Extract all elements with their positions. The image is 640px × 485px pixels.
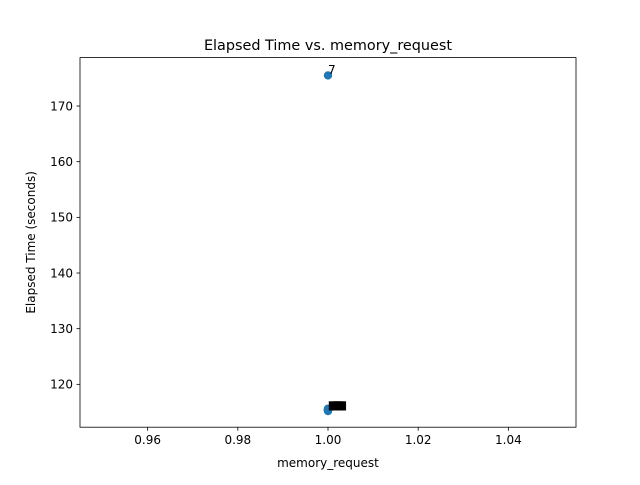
x-tick-label: 1.04	[495, 433, 522, 447]
y-tick-label: 150	[50, 211, 73, 225]
x-axis-label: memory_request	[277, 456, 379, 470]
x-tick-label: 0.98	[224, 433, 251, 447]
annotation-marker: ■	[336, 398, 347, 412]
y-tick-label: 170	[50, 99, 73, 113]
data-point	[323, 404, 333, 414]
data-point-label: 7	[328, 63, 336, 77]
x-tick-label: 0.96	[134, 433, 161, 447]
plot-frame	[79, 57, 577, 428]
x-tick-label: 1.00	[315, 433, 342, 447]
x-tick-label: 1.02	[405, 433, 432, 447]
y-tick-label: 120	[50, 378, 73, 392]
y-tick-label: 160	[50, 155, 73, 169]
data-point	[323, 71, 333, 80]
y-tick-label: 140	[50, 266, 73, 280]
chart-title: Elapsed Time vs. memory_request	[204, 38, 452, 54]
annotation-marker: ■	[332, 398, 343, 412]
y-axis-label: Elapsed Time (seconds)	[24, 171, 38, 314]
annotation-marker: ■	[328, 398, 339, 412]
y-tick-label: 130	[50, 322, 73, 336]
